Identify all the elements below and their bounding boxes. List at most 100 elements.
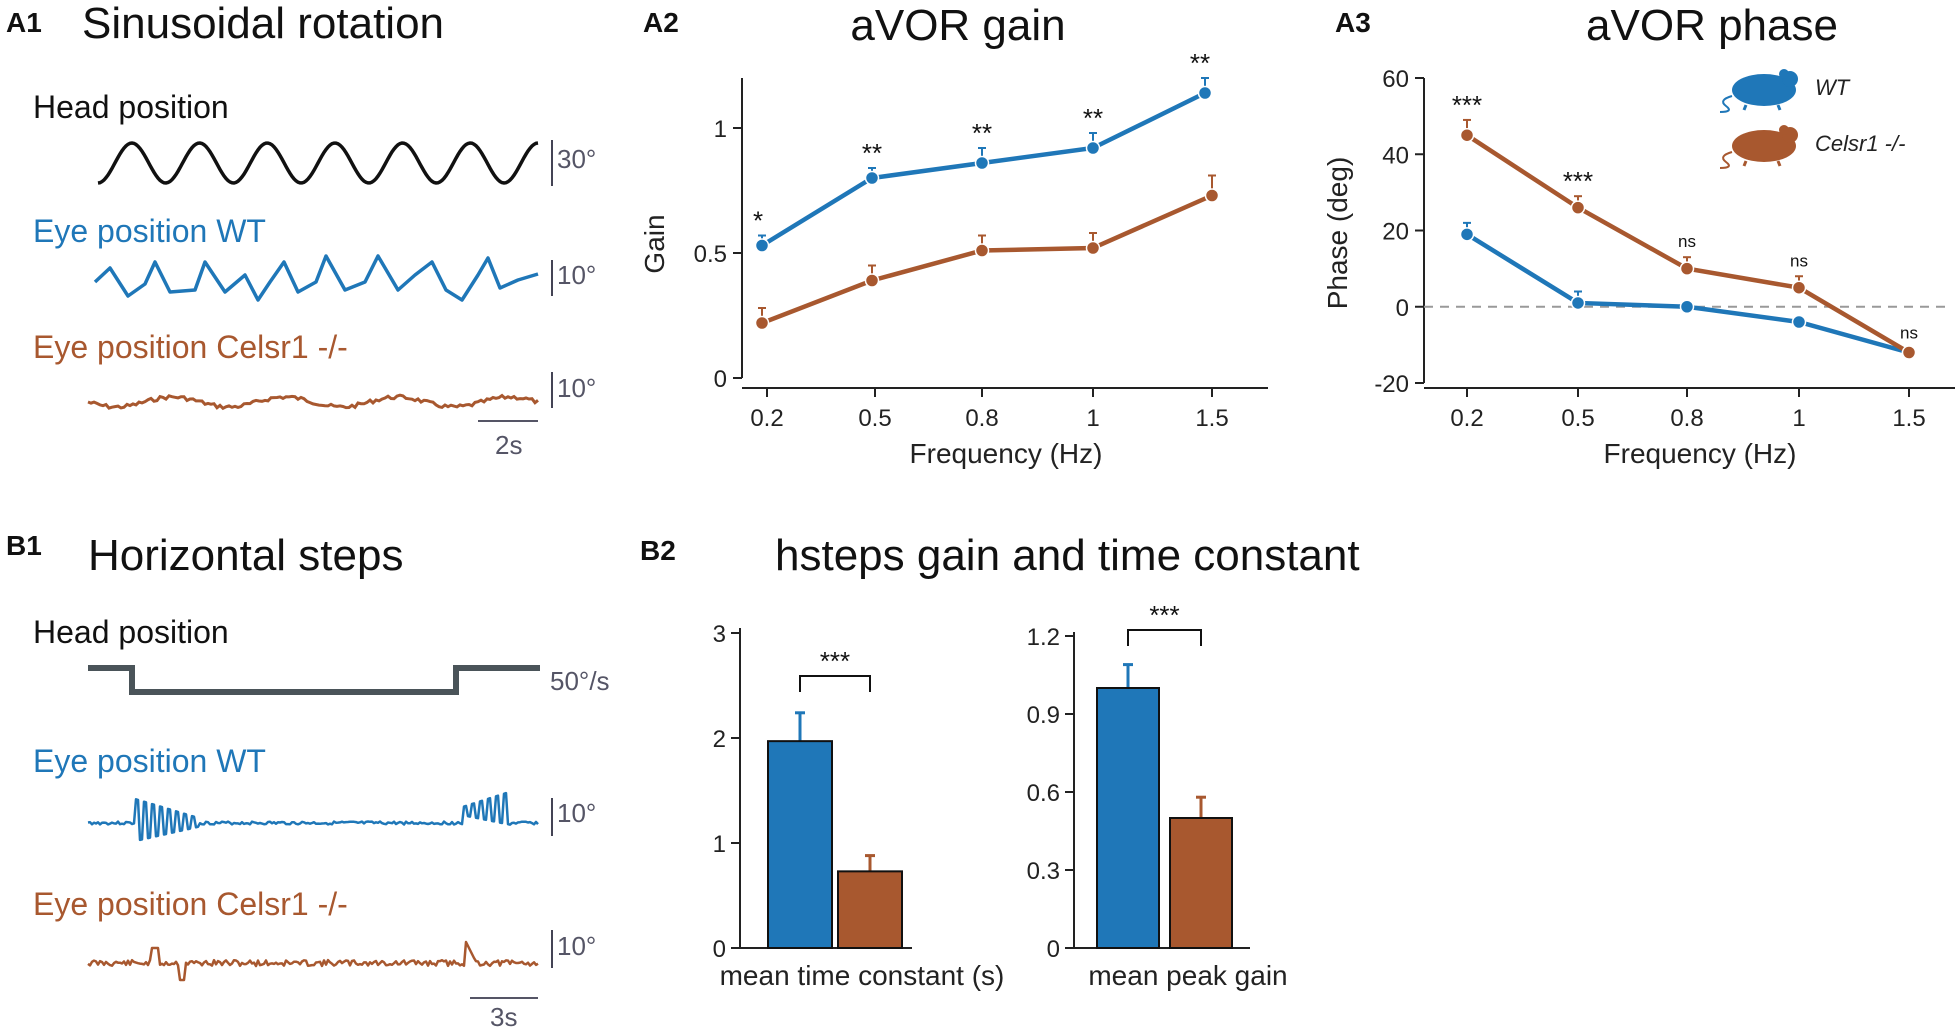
a1-wt-trace [93, 254, 539, 302]
a3-xtick-label: 0.5 [1561, 405, 1594, 432]
b2b-bar-wt [1096, 687, 1160, 949]
b1-head-label: Head position [33, 614, 229, 650]
panel-a3: A3 aVOR phase Phase (deg) Frequency (Hz)… [1322, 1, 1955, 469]
a2-point [1204, 188, 1220, 203]
panel-b1: B1 Horizontal steps Head position 50°/s … [6, 530, 610, 1030]
b2a-ytick-label: 1 [713, 831, 726, 858]
a2-point [864, 273, 880, 288]
b2a-bar-wt [767, 740, 833, 950]
a2-point [1197, 85, 1213, 101]
legend-ko-label: Celsr1 -/- [1815, 131, 1905, 156]
b1-ko-trace [87, 940, 539, 982]
b1-head-trace [88, 665, 540, 695]
legend-ko-mouse-icon [1719, 125, 1798, 169]
a1-head-label: Head position [33, 89, 229, 125]
a3-point [1570, 200, 1586, 215]
b2a-ytick-label: 2 [713, 726, 726, 753]
a2-ytick-label: 1 [714, 116, 727, 143]
chart-b2b: mean peak gain 0 0.3 0.6 0.9 1.2 *** [1027, 600, 1288, 991]
a2-xtick-label: 1 [1086, 405, 1099, 432]
panel-b2: B2 hsteps gain and time constant [640, 531, 1360, 580]
a2-series-line-ko [761, 193, 1213, 326]
a3-x-axis-title: Frequency (Hz) [1604, 438, 1797, 469]
b1-ko-scale: 10° [557, 931, 596, 961]
b2-title: hsteps gain and time constant [775, 531, 1360, 580]
b2b-ytick-label: 0.9 [1027, 702, 1060, 729]
a2-point [974, 243, 990, 258]
a2-significance: * [753, 206, 763, 236]
a3-significance: ns [1900, 324, 1918, 343]
panel-label-a3: A3 [1335, 7, 1371, 38]
a3-ytick-label: 60 [1382, 66, 1409, 93]
b1-ko-label: Eye position Celsr1 -/- [33, 886, 348, 922]
b2a-x-axis-title: mean time constant (s) [720, 960, 1005, 991]
a3-ytick-label: 40 [1382, 142, 1409, 169]
a3-xtick-label: 0.8 [1670, 405, 1703, 432]
b2a-ytick-label: 0 [713, 936, 726, 963]
a3-xtick-label: 0.2 [1450, 405, 1483, 432]
a2-point [974, 155, 990, 171]
a2-ytick-label: 0 [714, 366, 727, 393]
a2-ytick-label: 0.5 [694, 241, 727, 268]
a3-xtick-label: 1.5 [1892, 405, 1925, 432]
panel-label-b2: B2 [640, 535, 676, 566]
b1-wt-label: Eye position WT [33, 743, 266, 779]
a3-point [1901, 345, 1917, 360]
a3-ytick-label: -20 [1374, 371, 1409, 398]
b2a-significance: *** [820, 646, 850, 676]
a2-xtick-label: 1.5 [1195, 405, 1228, 432]
a3-title: aVOR phase [1586, 1, 1838, 50]
b2b-x-axis-title: mean peak gain [1088, 960, 1287, 991]
a2-point [754, 315, 770, 331]
a1-ko-scale: 10° [557, 373, 596, 403]
chart-b2a: mean time constant (s) 0 1 2 3 *** [713, 621, 1005, 991]
a3-significance: ns [1678, 232, 1696, 251]
a2-point [864, 170, 880, 186]
b2a-significance-bracket [799, 675, 871, 692]
panel-a1: A1 Sinusoidal rotation Head position 30°… [6, 0, 596, 460]
a3-point [1679, 299, 1695, 314]
a2-point [1085, 240, 1101, 256]
a3-point [1791, 280, 1807, 295]
a1-time-scale: 2s [495, 430, 522, 460]
b2b-significance-bracket [1127, 629, 1202, 646]
a1-head-scale: 30° [557, 144, 596, 174]
a3-point [1459, 127, 1475, 143]
a2-significance: ** [862, 138, 882, 168]
b2a-bar-ko [837, 870, 903, 949]
a1-ko-trace [87, 393, 539, 411]
a2-point [1085, 140, 1101, 156]
a3-ytick-label: 20 [1382, 219, 1409, 246]
a3-xtick-label: 1 [1792, 405, 1805, 432]
b2b-significance: *** [1149, 600, 1179, 630]
a3-point [1570, 295, 1586, 311]
a2-significance: ** [1190, 48, 1210, 78]
a2-y-axis-title: Gain [639, 214, 670, 273]
a2-title: aVOR gain [850, 1, 1065, 50]
a3-ytick-label: 0 [1396, 295, 1409, 322]
a2-point [754, 238, 770, 253]
b2b-ytick-label: 1.2 [1027, 624, 1060, 651]
b1-head-scale: 50°/s [550, 666, 610, 696]
a3-significance: *** [1563, 166, 1593, 196]
a3-point [1679, 261, 1695, 276]
panel-label-a2: A2 [643, 7, 679, 38]
a3-point [1791, 314, 1807, 330]
a2-x-axis-title: Frequency (Hz) [910, 438, 1103, 469]
a2-xtick-label: 0.5 [858, 405, 891, 432]
panel-a2: A2 aVOR gain Gain Frequency (Hz) 0 0.5 1 0.… [639, 1, 1268, 469]
a2-xtick-label: 0.2 [750, 405, 783, 432]
b2a-ytick-label: 3 [713, 621, 726, 648]
b1-wt-trace [87, 791, 539, 842]
a3-point [1459, 227, 1475, 242]
legend-wt-label: WT [1815, 75, 1851, 100]
a3-series-line-wt [1465, 232, 1910, 355]
panel-label-a1: A1 [6, 7, 42, 38]
b1-time-scale: 3s [490, 1002, 517, 1030]
b2b-ytick-label: 0.3 [1027, 858, 1060, 885]
a2-significance: ** [1083, 103, 1103, 133]
panel-label-b1: B1 [6, 530, 42, 561]
a1-ko-label: Eye position Celsr1 -/- [33, 329, 348, 365]
a1-wt-scale: 10° [557, 260, 596, 290]
b2b-bar-ko [1169, 817, 1233, 949]
